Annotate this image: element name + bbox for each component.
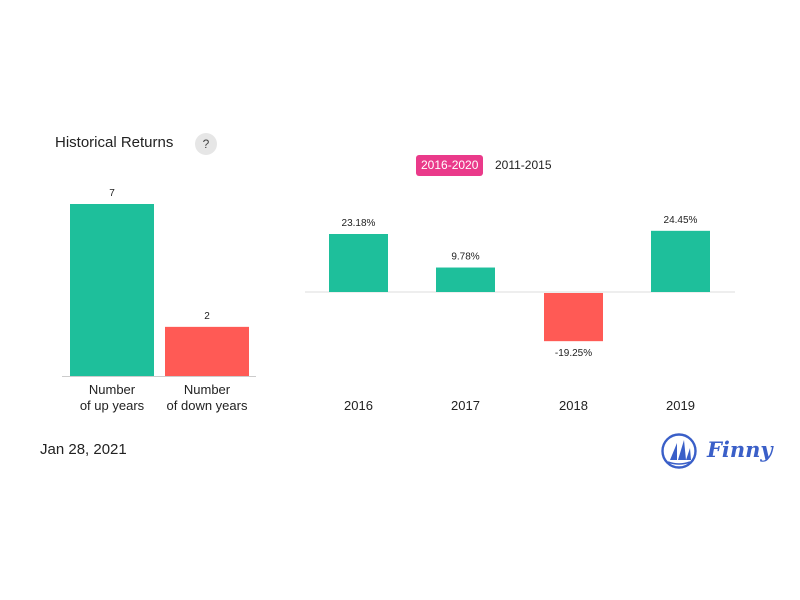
as-of-date: Jan 28, 2021 — [40, 441, 127, 458]
return-bar-2019 — [651, 230, 710, 292]
up-years-bar — [70, 204, 154, 376]
chart-title: Historical Returns — [55, 134, 174, 151]
data-label: 7 — [109, 188, 115, 199]
category-label: of down years — [167, 398, 248, 413]
tab-2016-2020[interactable]: 2016-2020 — [416, 155, 484, 176]
year-tick-label: 2019 — [666, 398, 695, 413]
data-label: 23.18% — [342, 218, 376, 229]
data-label: 2 — [204, 311, 210, 322]
help-button[interactable]: ? — [195, 133, 217, 155]
year-tick-label: 2016 — [344, 398, 373, 413]
finny-logo[interactable]: Finny — [660, 431, 773, 471]
return-bar-2018 — [544, 293, 603, 342]
year-tick-label: 2017 — [451, 398, 480, 413]
category-label: Number — [89, 382, 136, 397]
data-label: 9.78% — [451, 252, 479, 263]
tab-2011-2015[interactable]: 2011-2015 — [495, 158, 552, 172]
category-label: of up years — [80, 398, 145, 413]
brand-name: Finny — [707, 437, 773, 462]
annual-returns-chart: 23.18% 2016 9.78% 2017 -19.25% 2018 24.45% 2019 — [305, 215, 735, 413]
return-bar-2017 — [436, 267, 495, 292]
return-bar-2016 — [329, 234, 388, 292]
down-years-bar — [165, 326, 249, 376]
sailboat-icon — [661, 433, 697, 469]
category-label: Number — [184, 382, 231, 397]
data-label: -19.25% — [555, 348, 592, 359]
year-tick-label: 2018 — [559, 398, 588, 413]
data-label: 24.45% — [664, 215, 698, 226]
